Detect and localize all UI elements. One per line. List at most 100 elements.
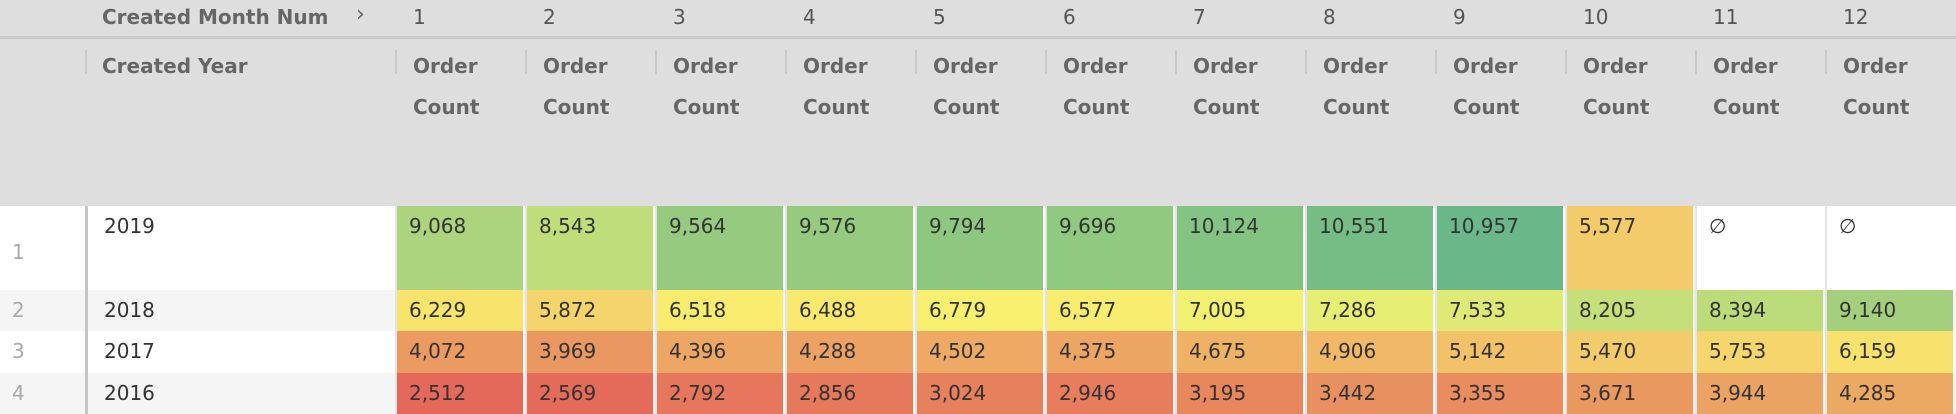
order-count-cell: 9,140 <box>1825 290 1953 331</box>
order-count-cell: 7,286 <box>1305 290 1433 331</box>
order-count-cell: 4,072 <box>395 331 523 373</box>
order-count-cell: 9,794 <box>915 206 1043 290</box>
month-header: 7 <box>1193 5 1206 29</box>
column-divider <box>1435 50 1437 74</box>
order-count-cell: 3,195 <box>1175 373 1303 414</box>
month-header: 9 <box>1453 5 1466 29</box>
order-count-cell: 9,696 <box>1045 206 1173 290</box>
order-count-header[interactable]: Order Count <box>803 54 870 119</box>
order-count-cell: 4,502 <box>915 331 1043 373</box>
month-header: 3 <box>673 5 686 29</box>
chevron-right-icon[interactable]: › <box>356 2 365 27</box>
order-count-cell: 5,577 <box>1565 206 1693 290</box>
order-count-cell: 6,577 <box>1045 290 1173 331</box>
order-count-cell: 2,512 <box>395 373 523 414</box>
year-cell: 2017 <box>85 331 395 373</box>
order-count-header[interactable]: Order Count <box>1323 54 1390 119</box>
order-count-cell: 6,229 <box>395 290 523 331</box>
order-count-cell: 4,906 <box>1305 331 1433 373</box>
order-count-header[interactable]: Order Count <box>673 54 740 119</box>
table-row: 1 2019 9,068 8,543 9,564 9,576 9,794 9,696 10,12… <box>0 206 1956 290</box>
order-count-cell: 3,024 <box>915 373 1043 414</box>
table-row: 4 2016 2,512 2,569 2,792 2,856 3,024 2,946 3,195… <box>0 373 1956 414</box>
column-divider <box>85 50 87 74</box>
order-count-cell: 2,569 <box>525 373 653 414</box>
order-count-header[interactable]: Order Count <box>543 54 610 119</box>
order-count-cell: 7,533 <box>1435 290 1563 331</box>
table-header: Created Month Num › 1 2 3 4 5 6 7 8 9 10 11 12 Crea… <box>0 0 1956 206</box>
row-index: 1 <box>12 240 25 264</box>
order-count-cell: ∅ <box>1825 206 1953 290</box>
column-divider <box>1305 50 1307 74</box>
table-row: 2 2018 6,229 5,872 6,518 6,488 6,779 6,577 7,005… <box>0 290 1956 331</box>
order-count-cell: 4,396 <box>655 331 783 373</box>
order-count-cell: 9,576 <box>785 206 913 290</box>
order-count-cell: 3,671 <box>1565 373 1693 414</box>
column-divider <box>1695 50 1697 74</box>
order-count-cell: 4,285 <box>1825 373 1953 414</box>
order-count-header[interactable]: Order Count <box>933 54 1000 119</box>
order-count-header[interactable]: Order Count <box>1063 54 1130 119</box>
column-divider <box>1175 50 1177 74</box>
order-count-header[interactable]: Order Count <box>413 54 480 119</box>
order-count-cell: ∅ <box>1695 206 1823 290</box>
column-divider <box>395 50 397 74</box>
order-count-cell: 2,792 <box>655 373 783 414</box>
month-header: 10 <box>1583 5 1609 29</box>
order-count-cell: 9,068 <box>395 206 523 290</box>
month-header: 5 <box>933 5 946 29</box>
order-count-cell: 3,355 <box>1435 373 1563 414</box>
order-count-cell: 6,159 <box>1825 331 1953 373</box>
table-row: 3 2017 4,072 3,969 4,396 4,288 4,502 4,375 4,675… <box>0 331 1956 373</box>
created-year-header[interactable]: Created Year <box>102 54 248 78</box>
order-count-cell: 10,551 <box>1305 206 1433 290</box>
order-count-cell: 5,470 <box>1565 331 1693 373</box>
order-count-cell: 3,969 <box>525 331 653 373</box>
order-count-cell: 8,394 <box>1695 290 1823 331</box>
row-index: 4 <box>12 381 25 405</box>
column-divider <box>1825 50 1827 74</box>
order-count-header[interactable]: Order Count <box>1193 54 1260 119</box>
order-count-cell: 5,872 <box>525 290 653 331</box>
order-count-header[interactable]: Order Count <box>1583 54 1650 119</box>
month-header: 12 <box>1843 5 1869 29</box>
order-count-cell: 8,543 <box>525 206 653 290</box>
order-count-cell: 3,442 <box>1305 373 1433 414</box>
month-header: 2 <box>543 5 556 29</box>
month-header: 4 <box>803 5 816 29</box>
order-count-cell: 2,946 <box>1045 373 1173 414</box>
order-count-cell: 6,488 <box>785 290 913 331</box>
order-count-cell: 4,675 <box>1175 331 1303 373</box>
column-divider <box>785 50 787 74</box>
order-count-cell: 4,288 <box>785 331 913 373</box>
column-divider <box>525 50 527 74</box>
order-count-cell: 6,518 <box>655 290 783 331</box>
row-index: 3 <box>12 339 25 363</box>
order-count-cell: 3,944 <box>1695 373 1823 414</box>
column-divider <box>1045 50 1047 74</box>
month-header: 11 <box>1713 5 1739 29</box>
column-divider <box>655 50 657 74</box>
row-index: 2 <box>12 298 25 322</box>
year-cell: 2016 <box>85 373 395 414</box>
pivot-dimension-label[interactable]: Created Month Num <box>102 5 329 29</box>
order-count-cell: 9,564 <box>655 206 783 290</box>
order-count-cell: 10,957 <box>1435 206 1563 290</box>
month-header: 6 <box>1063 5 1076 29</box>
column-divider <box>915 50 917 74</box>
order-count-cell: 7,005 <box>1175 290 1303 331</box>
year-cell: 2019 <box>85 206 395 290</box>
order-count-header[interactable]: Order Count <box>1453 54 1520 119</box>
order-count-cell: 10,124 <box>1175 206 1303 290</box>
order-count-cell: 5,753 <box>1695 331 1823 373</box>
order-count-cell: 2,856 <box>785 373 913 414</box>
month-header: 8 <box>1323 5 1336 29</box>
month-header: 1 <box>413 5 426 29</box>
column-divider <box>1565 50 1567 74</box>
pivot-header-row: Created Month Num › 1 2 3 4 5 6 7 8 9 10 11 12 <box>0 0 1956 39</box>
order-count-cell: 8,205 <box>1565 290 1693 331</box>
order-count-cell: 6,779 <box>915 290 1043 331</box>
order-count-header[interactable]: Order Count <box>1713 54 1780 119</box>
order-count-header[interactable]: Order Count <box>1843 54 1910 119</box>
